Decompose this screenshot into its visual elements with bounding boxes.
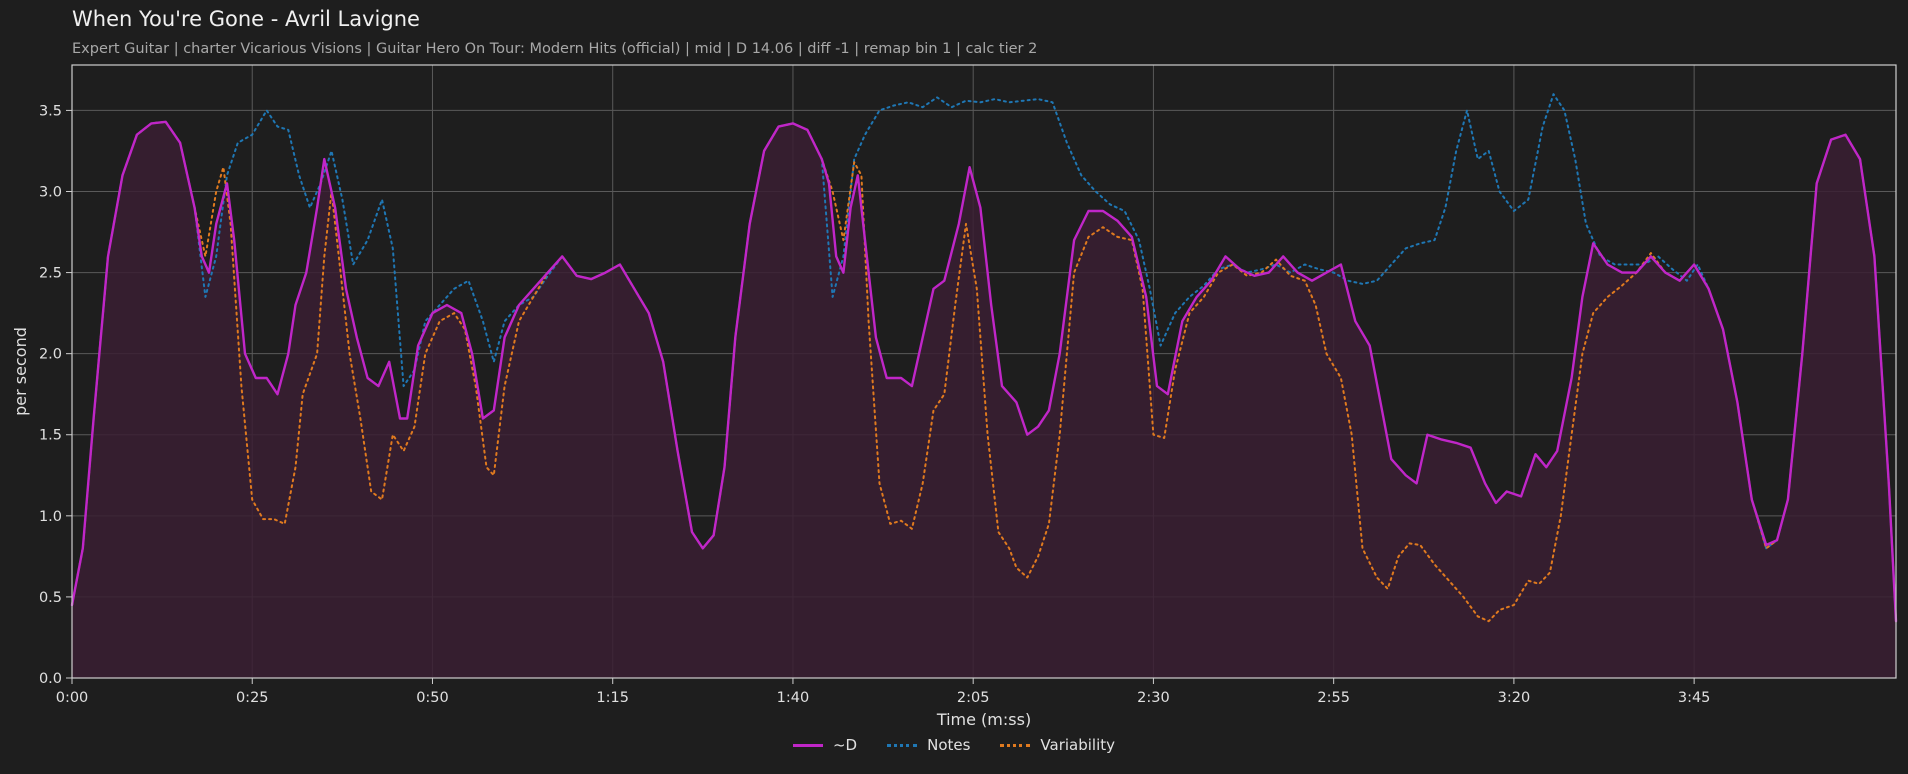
legend-item-d: ~D	[792, 736, 858, 754]
chart-subtitle: Expert Guitar | charter Vicarious Vision…	[72, 41, 1038, 57]
y-tick-label-0: 0.0	[39, 671, 62, 687]
x-tick-label-9: 3:45	[1678, 690, 1711, 706]
legend-item-variability: Variability	[1000, 736, 1115, 754]
x-tick-label-7: 2:55	[1317, 690, 1350, 706]
series-line-d	[70, 120, 1898, 623]
series-d-fill	[72, 121, 1896, 679]
x-axis-label: Time (m:ss)	[936, 710, 1031, 729]
legend-label-notes: Notes	[927, 736, 971, 754]
legend-label-variability: Variability	[1040, 736, 1116, 754]
y-tick-label-3: 1.5	[39, 428, 62, 444]
x-tick-label-3: 1:15	[596, 690, 629, 706]
x-tick-label-1: 0:25	[236, 690, 269, 706]
legend-item-notes: Notes	[887, 736, 970, 754]
y-tick-label-6: 3.0	[39, 184, 62, 200]
x-tick-label-5: 2:05	[957, 690, 990, 706]
x-tick-label-0: 0:00	[56, 690, 89, 706]
y-tick-label-7: 3.5	[39, 103, 62, 119]
y-tick-label-1: 0.5	[39, 590, 62, 606]
series-line-notes	[71, 93, 1897, 623]
x-tick-label-6: 2:30	[1137, 690, 1170, 706]
legend-swatch-d	[792, 743, 823, 747]
y-tick-label-5: 2.5	[39, 266, 62, 282]
chart-title: When You're Gone - Avril Lavigne	[72, 7, 420, 31]
legend-swatch-variability	[1000, 743, 1031, 747]
y-tick-label-2: 1.0	[39, 509, 62, 525]
legend-swatch-notes	[887, 743, 918, 747]
x-tick-label-4: 1:40	[777, 690, 810, 706]
x-tick-label-2: 0:50	[416, 690, 449, 706]
legend: ~D Notes Variability	[0, 736, 1908, 754]
x-tick-label-8: 3:20	[1498, 690, 1531, 706]
series-line-variability	[71, 120, 1897, 623]
y-tick-label-4: 2.0	[39, 347, 62, 363]
y-axis-label: per second	[11, 327, 30, 416]
plot-frame	[71, 64, 1897, 679]
legend-label-d: ~D	[832, 736, 858, 754]
